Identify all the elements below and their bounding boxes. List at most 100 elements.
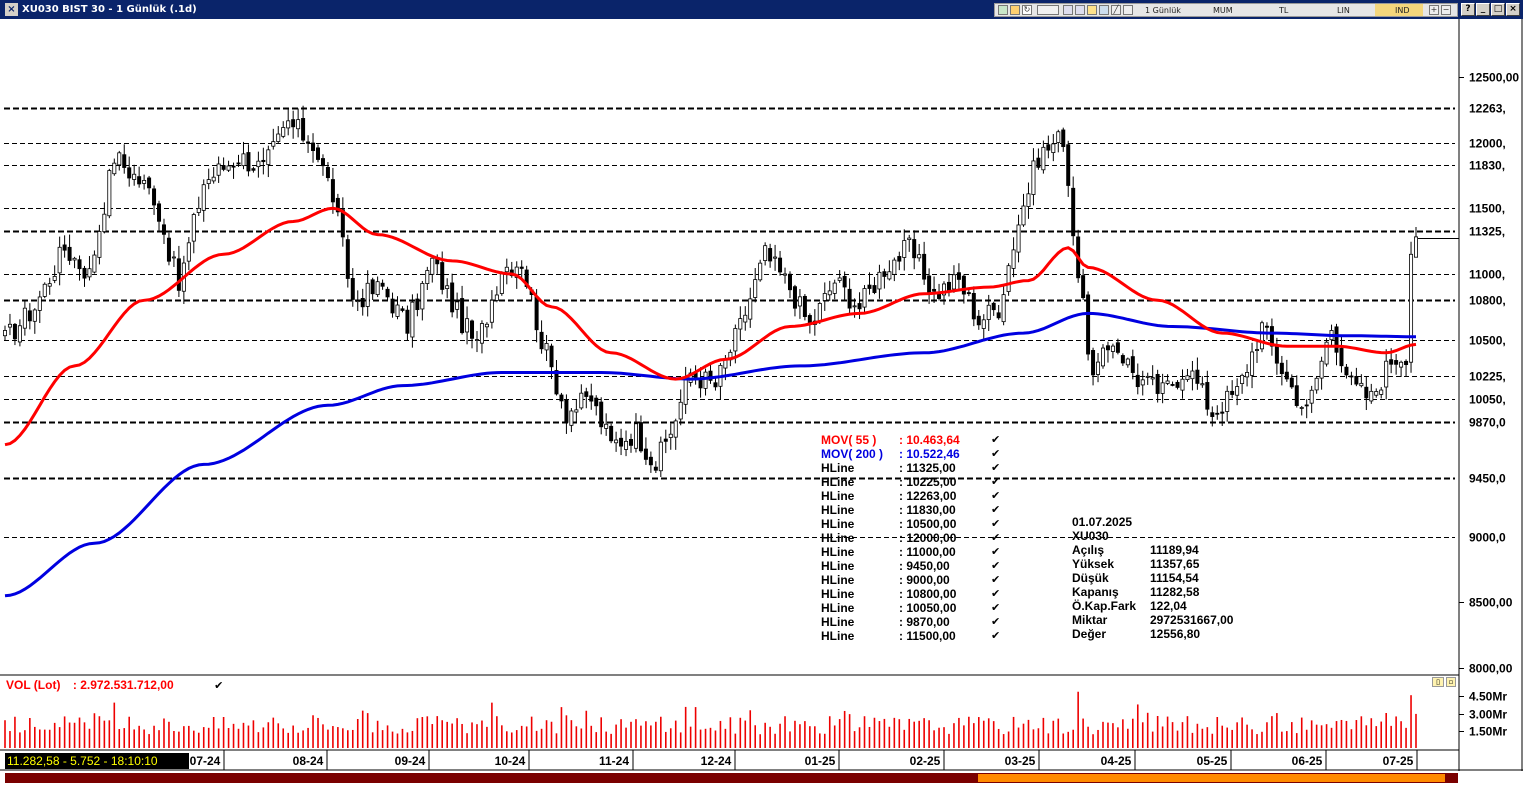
- shapes-icon[interactable]: [1075, 5, 1085, 15]
- help-icon[interactable]: ?: [1461, 3, 1475, 16]
- candle-body: [847, 288, 852, 309]
- candle: [758, 259, 763, 282]
- hline-value: : 10800,00: [899, 587, 957, 601]
- candle-body: [951, 274, 956, 290]
- line-tool-icon[interactable]: ╱: [1111, 5, 1121, 15]
- check-icon[interactable]: ✔: [991, 629, 1001, 642]
- legend-row-hline[interactable]: HLine: 9870,00 ✔: [821, 615, 1011, 629]
- zoom-in-icon[interactable]: +: [1429, 5, 1439, 15]
- candle: [102, 202, 107, 234]
- settings-icon[interactable]: [1099, 5, 1109, 15]
- period-selector[interactable]: 1 Günlük: [1145, 6, 1181, 15]
- check-icon[interactable]: ✔: [991, 503, 1001, 516]
- indicator-mode-selector[interactable]: IND: [1395, 6, 1410, 15]
- check-icon[interactable]: ✔: [991, 601, 1001, 614]
- check-icon[interactable]: ✔: [991, 475, 1001, 488]
- legend-row-mov200[interactable]: MOV( 200 ) : 10.522,46 ✔: [821, 447, 1011, 461]
- candle-body: [67, 246, 72, 261]
- candle: [768, 243, 773, 268]
- candle-body: [271, 141, 276, 147]
- mov55-line: [4, 206, 1417, 447]
- check-icon[interactable]: ✔: [214, 679, 224, 692]
- candle: [1165, 374, 1170, 386]
- candle: [708, 363, 713, 384]
- candle: [97, 224, 102, 265]
- legend-row-hline[interactable]: HLine: 9000,00 ✔: [821, 573, 1011, 587]
- hline-value: : 10050,00: [899, 601, 957, 615]
- hline-price-label: 10500,: [1469, 334, 1506, 348]
- candle-body: [1264, 325, 1269, 328]
- time-scrollbar[interactable]: [5, 773, 1458, 783]
- chart-type-selector[interactable]: MUM: [1213, 6, 1233, 15]
- candle-body: [1414, 236, 1419, 258]
- x-axis-label: 07-24: [190, 754, 221, 768]
- drawing-icon[interactable]: [1063, 5, 1073, 15]
- check-icon[interactable]: ✔: [991, 573, 1001, 586]
- candle: [365, 270, 370, 317]
- refresh-icon[interactable]: ↻: [1022, 5, 1032, 15]
- volume-legend[interactable]: VOL (Lot) : 2.972.531.712,00 ✔: [6, 676, 223, 694]
- scrollbar-thumb[interactable]: [978, 774, 1445, 782]
- candle-body: [1150, 377, 1155, 380]
- legend-row-hline[interactable]: HLine: 10225,00 ✔: [821, 475, 1011, 489]
- candle-body: [653, 466, 658, 471]
- candle: [1031, 148, 1036, 206]
- check-icon[interactable]: ✔: [991, 545, 1001, 558]
- bracket-icon[interactable]: [1123, 5, 1133, 15]
- candle-body: [638, 422, 643, 452]
- legend-row-hline[interactable]: HLine: 10800,00 ✔: [821, 587, 1011, 601]
- check-icon[interactable]: ✔: [991, 615, 1001, 628]
- legend-row-hline[interactable]: HLine: 11830,00 ✔: [821, 503, 1011, 517]
- candle: [579, 384, 584, 410]
- candle: [1066, 140, 1071, 197]
- x-axis-label: 11-24: [599, 754, 629, 768]
- candle-body: [1404, 360, 1409, 365]
- minimize-icon[interactable]: _: [1476, 3, 1490, 16]
- legend-row-hline[interactable]: HLine: 11325,00 ✔: [821, 461, 1011, 475]
- candle: [1021, 193, 1026, 227]
- zoom-out-icon[interactable]: −: [1441, 5, 1451, 15]
- currency-selector[interactable]: TL: [1279, 6, 1289, 15]
- check-icon[interactable]: ✔: [991, 517, 1001, 530]
- grid-icon[interactable]: [998, 5, 1008, 15]
- window-close-small-icon[interactable]: ×: [5, 3, 18, 16]
- legend-row-hline[interactable]: HLine: 11500,00 ✔: [821, 629, 1011, 643]
- check-icon[interactable]: ✔: [991, 559, 1001, 572]
- candle-body: [27, 310, 32, 322]
- check-icon[interactable]: ✔: [991, 433, 1001, 446]
- candle-body: [42, 283, 47, 297]
- candle-body: [976, 315, 981, 326]
- check-icon[interactable]: ✔: [991, 461, 1001, 474]
- legend-row-hline[interactable]: HLine: 11000,00 ✔: [821, 545, 1011, 559]
- check-icon[interactable]: ✔: [991, 531, 1001, 544]
- candle: [479, 320, 484, 354]
- pencil-icon[interactable]: [1087, 5, 1097, 15]
- candle-body: [102, 213, 107, 233]
- candle: [897, 251, 902, 271]
- candle-body: [1165, 380, 1170, 384]
- candle: [932, 276, 937, 303]
- maximize-icon[interactable]: □: [1491, 3, 1505, 16]
- price-chart[interactable]: 12263, 12000, 11830, 11500, 11325, 11000, 1080…: [0, 19, 1523, 771]
- check-icon[interactable]: ✔: [991, 447, 1001, 460]
- volume-panel-lock-icon[interactable]: ▫: [1446, 677, 1456, 687]
- check-icon[interactable]: ✔: [991, 587, 1001, 600]
- scale-selector[interactable]: LIN: [1337, 6, 1350, 15]
- legend-row-hline[interactable]: HLine: 10500,00 ✔: [821, 517, 1011, 531]
- legend-row-mov55[interactable]: MOV( 55 ) : 10.463,64 ✔: [821, 433, 1011, 447]
- close-icon[interactable]: ×: [1506, 3, 1520, 16]
- candle-body: [1056, 131, 1061, 143]
- legend-row-hline[interactable]: HLine: 12263,00 ✔: [821, 489, 1011, 503]
- candle-body: [1200, 383, 1205, 386]
- candle-body: [92, 254, 97, 273]
- legend-row-hline[interactable]: HLine: 10050,00 ✔: [821, 601, 1011, 615]
- check-icon[interactable]: ✔: [991, 489, 1001, 502]
- candle-body: [1324, 341, 1329, 365]
- volume-panel-resize-icon[interactable]: ▯: [1432, 677, 1444, 687]
- legend-row-hline[interactable]: HLine: 9450,00 ✔: [821, 559, 1011, 573]
- candle: [186, 237, 191, 271]
- candle-body: [912, 239, 917, 259]
- legend-row-hline[interactable]: HLine: 12000,00 ✔: [821, 531, 1011, 545]
- chart-icon[interactable]: [1010, 5, 1020, 15]
- formula-icon[interactable]: [1037, 5, 1059, 15]
